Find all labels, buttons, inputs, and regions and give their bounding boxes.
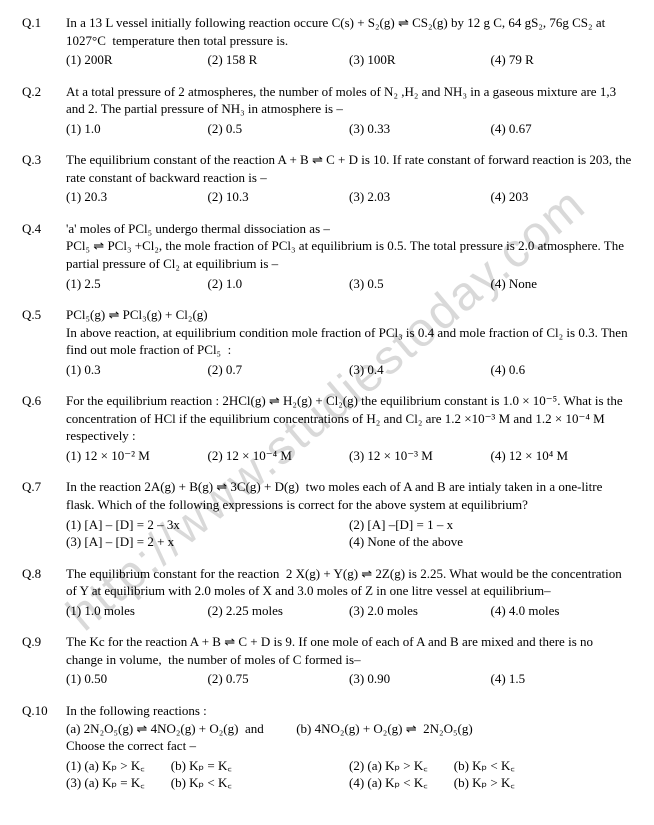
question-body: 'a' moles of PCl₅ undergo thermal dissoc…: [66, 220, 632, 292]
option: (2) (a) Kₚ > K꜀ (b) Kₚ < K꜀: [349, 757, 632, 775]
option: (1) 200R: [66, 51, 208, 69]
option: (1) 0.3: [66, 361, 208, 379]
question-body: The Kc for the reaction A + B ⇌ C + D is…: [66, 633, 632, 688]
option: (1) 2.5: [66, 275, 208, 293]
question: Q.1In a 13 L vessel initially following …: [22, 14, 632, 69]
question: Q.10In the following reactions : (a) 2N₂…: [22, 702, 632, 792]
options-row: (1) (a) Kₚ > K꜀ (b) Kₚ = K꜀(2) (a) Kₚ > …: [66, 757, 632, 792]
question-stem: For the equilibrium reaction : 2HCl(g) ⇌…: [66, 392, 632, 445]
question-stem: In a 13 L vessel initially following rea…: [66, 14, 632, 49]
option: (4) 203: [491, 188, 633, 206]
question-stem: In the following reactions : (a) 2N₂O₅(g…: [66, 702, 632, 755]
options-row: (1) 2.5(2) 1.0(3) 0.5(4) None: [66, 275, 632, 293]
option: (3) 2.0 moles: [349, 602, 491, 620]
question-number: Q.1: [22, 14, 66, 69]
options-row: (1) 0.50(2) 0.75(3) 0.90(4) 1.5: [66, 670, 632, 688]
option: (3) (a) Kₚ = K꜀ (b) Kₚ < K꜀: [66, 774, 349, 792]
options-row: (1) 1.0 moles(2) 2.25 moles(3) 2.0 moles…: [66, 602, 632, 620]
option: (4) 0.67: [491, 120, 633, 138]
question-number: Q.5: [22, 306, 66, 378]
question-stem: 'a' moles of PCl₅ undergo thermal dissoc…: [66, 220, 632, 273]
question-body: The equilibrium constant for the reactio…: [66, 565, 632, 620]
option: (2) 1.0: [208, 275, 350, 293]
option: (3) 0.90: [349, 670, 491, 688]
question-body: For the equilibrium reaction : 2HCl(g) ⇌…: [66, 392, 632, 464]
option: (2) 158 R: [208, 51, 350, 69]
question-stem: PCl₅(g) ⇌ PCl₃(g) + Cl₂(g) In above reac…: [66, 306, 632, 359]
question-body: In a 13 L vessel initially following rea…: [66, 14, 632, 69]
options-row: (1) 20.3(2) 10.3(3) 2.03(4) 203: [66, 188, 632, 206]
option: (3) 2.03: [349, 188, 491, 206]
questions-container: Q.1In a 13 L vessel initially following …: [22, 14, 632, 792]
option: (2) 12 × 10⁻⁴ M: [208, 447, 350, 465]
question-stem: The equilibrium constant of the reaction…: [66, 151, 632, 186]
question: Q.2At a total pressure of 2 atmospheres,…: [22, 83, 632, 138]
question-number: Q.4: [22, 220, 66, 292]
option: (4) 4.0 moles: [491, 602, 633, 620]
question: Q.3The equilibrium constant of the react…: [22, 151, 632, 206]
question-number: Q.6: [22, 392, 66, 464]
option: (2) 2.25 moles: [208, 602, 350, 620]
option: (2) [A] –[D] = 1 – x: [349, 516, 632, 534]
question-body: PCl₅(g) ⇌ PCl₃(g) + Cl₂(g) In above reac…: [66, 306, 632, 378]
question: Q.5PCl₅(g) ⇌ PCl₃(g) + Cl₂(g) In above r…: [22, 306, 632, 378]
question-number: Q.9: [22, 633, 66, 688]
question-number: Q.3: [22, 151, 66, 206]
option: (3) 12 × 10⁻³ M: [349, 447, 491, 465]
question-body: In the reaction 2A(g) + B(g) ⇌ 3C(g) + D…: [66, 478, 632, 550]
question: Q.9The Kc for the reaction A + B ⇌ C + D…: [22, 633, 632, 688]
question: Q.7In the reaction 2A(g) + B(g) ⇌ 3C(g) …: [22, 478, 632, 550]
question-number: Q.7: [22, 478, 66, 550]
option: (3) 0.5: [349, 275, 491, 293]
question-stem: At a total pressure of 2 atmospheres, th…: [66, 83, 632, 118]
question-body: In the following reactions : (a) 2N₂O₅(g…: [66, 702, 632, 792]
question-number: Q.8: [22, 565, 66, 620]
option: (3) 0.4: [349, 361, 491, 379]
option: (1) 0.50: [66, 670, 208, 688]
option: (1) 1.0 moles: [66, 602, 208, 620]
question-number: Q.2: [22, 83, 66, 138]
option: (2) 0.7: [208, 361, 350, 379]
option: (4) 1.5: [491, 670, 633, 688]
options-row: (1) 1.0(2) 0.5(3) 0.33(4) 0.67: [66, 120, 632, 138]
option: (3) 0.33: [349, 120, 491, 138]
option: (2) 10.3: [208, 188, 350, 206]
option: (2) 0.75: [208, 670, 350, 688]
option: (4) 79 R: [491, 51, 633, 69]
option: (1) (a) Kₚ > K꜀ (b) Kₚ = K꜀: [66, 757, 349, 775]
option: (4) None of the above: [349, 533, 632, 551]
question-body: At a total pressure of 2 atmospheres, th…: [66, 83, 632, 138]
option: (1) [A] – [D] = 2 – 3x: [66, 516, 349, 534]
option: (4) 12 × 10⁴ M: [491, 447, 633, 465]
option: (2) 0.5: [208, 120, 350, 138]
question-number: Q.10: [22, 702, 66, 792]
option: (4) 0.6: [491, 361, 633, 379]
option: (4) (a) Kₚ < K꜀ (b) Kₚ > K꜀: [349, 774, 632, 792]
option: (4) None: [491, 275, 633, 293]
question-stem: The Kc for the reaction A + B ⇌ C + D is…: [66, 633, 632, 668]
question: Q.8The equilibrium constant for the reac…: [22, 565, 632, 620]
options-row: (1) 12 × 10⁻² M(2) 12 × 10⁻⁴ M(3) 12 × 1…: [66, 447, 632, 465]
option: (1) 20.3: [66, 188, 208, 206]
options-row: (1) 0.3(2) 0.7(3) 0.4(4) 0.6: [66, 361, 632, 379]
option: (1) 12 × 10⁻² M: [66, 447, 208, 465]
options-row: (1) [A] – [D] = 2 – 3x(2) [A] –[D] = 1 –…: [66, 516, 632, 551]
options-row: (1) 200R(2) 158 R(3) 100R(4) 79 R: [66, 51, 632, 69]
question-stem: The equilibrium constant for the reactio…: [66, 565, 632, 600]
option: (3) 100R: [349, 51, 491, 69]
question: Q.6For the equilibrium reaction : 2HCl(g…: [22, 392, 632, 464]
question: Q.4'a' moles of PCl₅ undergo thermal dis…: [22, 220, 632, 292]
question-body: The equilibrium constant of the reaction…: [66, 151, 632, 206]
option: (3) [A] – [D] = 2 + x: [66, 533, 349, 551]
question-stem: In the reaction 2A(g) + B(g) ⇌ 3C(g) + D…: [66, 478, 632, 513]
option: (1) 1.0: [66, 120, 208, 138]
